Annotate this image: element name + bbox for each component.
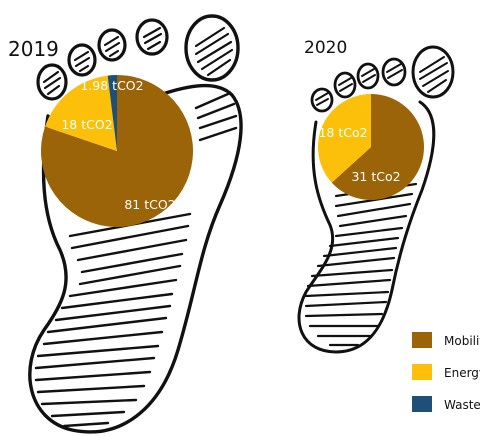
legend-label-waste: Waste <box>444 398 480 412</box>
chart-title-2019: 2019 <box>8 37 59 61</box>
chart-title-2020: 2020 <box>304 38 347 58</box>
pie-slice-2020-energy <box>317 94 371 183</box>
pie-slice-2020-mobility <box>331 94 424 200</box>
data-label-2020-mobility: 31 tCo2 <box>351 169 400 184</box>
legend-item-waste: Waste <box>412 396 480 412</box>
legend-swatch-energy <box>412 364 432 380</box>
legend-item-mobility: Mobility <box>412 332 480 348</box>
pie-slice-2019-energy <box>45 75 117 151</box>
data-label-2020-energy: 18 tCo2 <box>318 125 367 140</box>
data-label-2019-energy: 18 tCO2 <box>61 117 112 132</box>
pie-slice-2019-waste <box>107 75 117 151</box>
legend-swatch-mobility <box>412 332 432 348</box>
data-label-2019-waste: 1.98 tCO2 <box>80 78 143 93</box>
legend-item-energy: Energy <box>412 364 480 380</box>
legend-label-mobility: Mobility <box>444 334 480 348</box>
pie-chart-2019: 81 tCO2 18 tCO2 1.98 tCO2 <box>40 75 194 227</box>
legend-swatch-waste <box>412 396 432 412</box>
legend-label-energy: Energy <box>444 366 480 380</box>
legend: Mobility Energy Waste <box>412 332 480 412</box>
pie-chart-2020: 31 tCo2 18 tCo2 <box>317 94 424 200</box>
data-label-2019-mobility: 81 tCO2 <box>124 197 175 212</box>
